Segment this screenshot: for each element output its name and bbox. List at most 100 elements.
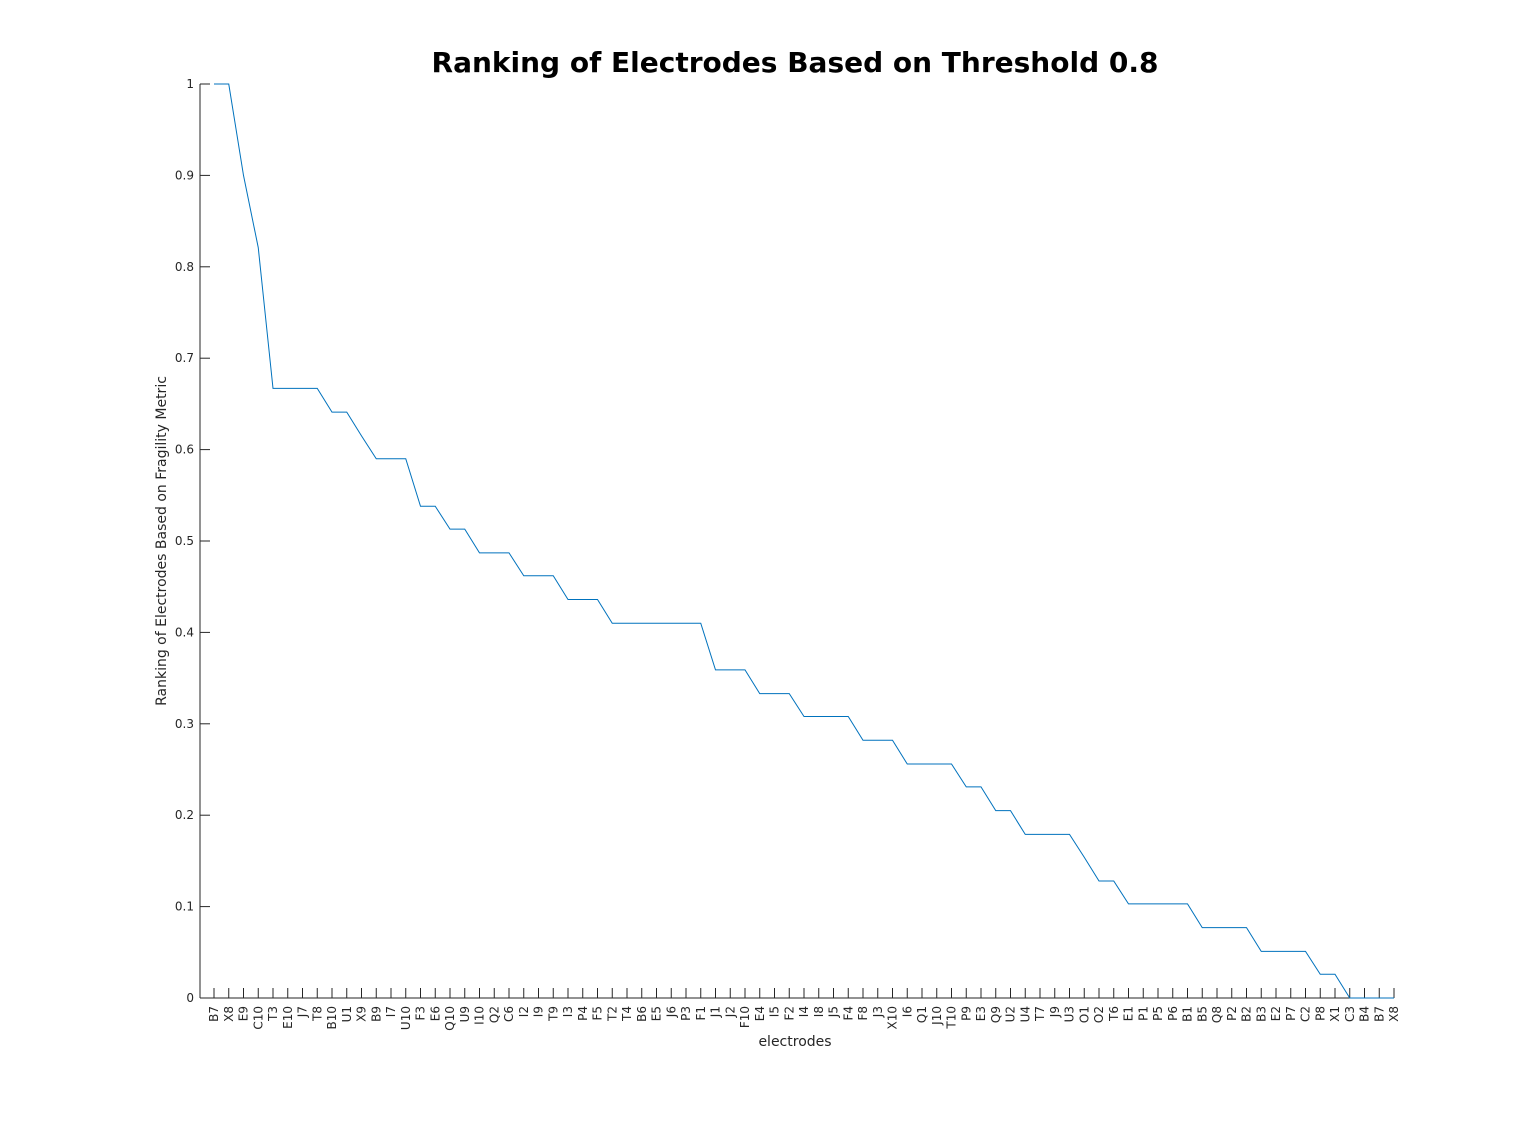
x-tick-label: B7: [207, 1006, 221, 1022]
x-tick-label: J1: [709, 1006, 723, 1018]
x-tick-label: E3: [974, 1006, 988, 1021]
y-axis-label: Ranking of Electrodes Based on Fragility…: [154, 376, 170, 706]
x-tick-label: P2: [1225, 1006, 1239, 1021]
x-tick-label: B2: [1240, 1006, 1254, 1022]
x-tick-label: C2: [1299, 1006, 1313, 1022]
x-tick-label: B9: [369, 1006, 383, 1022]
y-tick-label: 0.7: [175, 351, 194, 365]
x-tick-label: E5: [650, 1006, 664, 1021]
x-tick-label: J6: [664, 1006, 678, 1018]
x-tick-label: T7: [1033, 1006, 1047, 1022]
x-tick-label: B5: [1195, 1006, 1209, 1022]
x-tick-label: X10: [886, 1006, 900, 1030]
x-tick-label: I3: [561, 1006, 575, 1017]
x-tick-label: U9: [458, 1006, 472, 1022]
x-tick-label: U10: [399, 1006, 413, 1030]
x-tick-label: B3: [1254, 1006, 1268, 1022]
x-tick-label: I5: [768, 1006, 782, 1017]
x-tick-label: F10: [738, 1006, 752, 1028]
x-tick-label: C6: [502, 1006, 516, 1022]
y-tick-label: 0.2: [175, 808, 194, 822]
x-tick-label: I9: [532, 1006, 546, 1017]
series-group: [214, 83, 1394, 999]
x-tick-label: X9: [355, 1006, 369, 1022]
x-tick-label: Q2: [487, 1006, 501, 1023]
x-tick-label: T2: [605, 1006, 619, 1022]
y-tick-label: 1: [186, 77, 194, 91]
x-axis: B7 X8 E9 C10 T3 E10 J7 T8 B10 U1 X9 B9 I7 U10 F3 E6 Q10 U…: [200, 988, 1401, 1031]
x-tick-label: I2: [517, 1006, 531, 1017]
x-tick-label: I4: [797, 1006, 811, 1017]
x-tick-label: E6: [428, 1006, 442, 1021]
y-tick-label: 0.6: [175, 443, 194, 457]
x-tick-label: P4: [576, 1006, 590, 1021]
x-tick-label: T6: [1107, 1006, 1121, 1022]
x-tick-label: F8: [856, 1006, 870, 1021]
x-tick-label: F4: [841, 1006, 855, 1021]
x-tick-label: T4: [620, 1006, 634, 1022]
x-tick-label: T8: [310, 1006, 324, 1022]
x-tick-label: B10: [325, 1006, 339, 1030]
x-tick-label: E9: [237, 1006, 251, 1021]
x-tick-label: P1: [1136, 1006, 1150, 1021]
x-tick-label: E4: [753, 1006, 767, 1021]
x-tick-label: J3: [871, 1006, 885, 1018]
x-tick-label: U4: [1018, 1006, 1032, 1022]
x-tick-label: X1: [1328, 1006, 1342, 1022]
x-tick-label: B7: [1372, 1006, 1386, 1022]
x-tick-label: B4: [1358, 1006, 1372, 1022]
x-tick-label: U2: [1004, 1006, 1018, 1022]
x-tick-label: Q10: [443, 1006, 457, 1031]
x-tick-label: F1: [694, 1006, 708, 1021]
x-tick-label: F2: [782, 1006, 796, 1021]
x-tick-label: P5: [1151, 1006, 1165, 1021]
x-tick-label: J5: [827, 1006, 841, 1018]
y-axis: 0 0.1 0.2 0.3 0.4 0.5 0.6 0.7 0.8 0.9 1: [175, 77, 210, 1005]
x-tick-label: P3: [679, 1006, 693, 1021]
x-tick-label: B6: [635, 1006, 649, 1022]
x-tick-label: C10: [251, 1006, 265, 1030]
x-tick-label: X8: [222, 1006, 236, 1022]
x-tick-label: I10: [473, 1006, 487, 1025]
y-tick-label: 0.3: [175, 717, 194, 731]
x-tick-label: J7: [296, 1006, 310, 1018]
x-tick-label: E2: [1269, 1006, 1283, 1021]
x-tick-label: O1: [1077, 1006, 1091, 1023]
x-tick-label: U1: [340, 1006, 354, 1022]
x-tick-label: T10: [945, 1006, 959, 1030]
x-tick-label: B1: [1181, 1006, 1195, 1022]
x-tick-label: Q1: [915, 1006, 929, 1023]
y-tick-label: 0.4: [175, 625, 194, 639]
y-tick-label: 0: [186, 991, 194, 1005]
x-tick-label: E10: [281, 1006, 295, 1029]
x-tick-label: F3: [414, 1006, 428, 1021]
x-tick-label: P9: [959, 1006, 973, 1021]
x-tick-label: I7: [384, 1006, 398, 1017]
x-tick-label: J2: [723, 1006, 737, 1018]
x-axis-label: electrodes: [758, 1034, 831, 1050]
x-tick-label: I8: [812, 1006, 826, 1017]
x-tick-label: C3: [1343, 1006, 1357, 1022]
x-tick-label: X8: [1387, 1006, 1401, 1022]
series-line: [214, 83, 1394, 999]
x-tick-label: J10: [930, 1006, 944, 1026]
x-tick-label: E1: [1122, 1006, 1136, 1021]
x-tick-label: Q8: [1210, 1006, 1224, 1023]
x-tick-label: F5: [591, 1006, 605, 1021]
x-tick-label: P7: [1284, 1006, 1298, 1021]
x-tick-label: P8: [1313, 1006, 1327, 1021]
chart-title: Ranking of Electrodes Based on Threshold…: [432, 46, 1159, 79]
x-tick-label: U3: [1063, 1006, 1077, 1022]
x-tick-label: J9: [1048, 1006, 1062, 1018]
x-tick-label: P6: [1166, 1006, 1180, 1021]
y-tick-label: 0.5: [175, 534, 194, 548]
x-tick-label: Q9: [989, 1006, 1003, 1023]
y-tick-label: 0.8: [175, 260, 194, 274]
y-tick-label: 0.9: [175, 168, 194, 182]
x-tick-label: T9: [546, 1006, 560, 1022]
x-tick-label: O2: [1092, 1006, 1106, 1023]
y-tick-label: 0.1: [175, 900, 194, 914]
x-tick-label: I6: [900, 1006, 914, 1017]
x-tick-label: T3: [266, 1006, 280, 1022]
